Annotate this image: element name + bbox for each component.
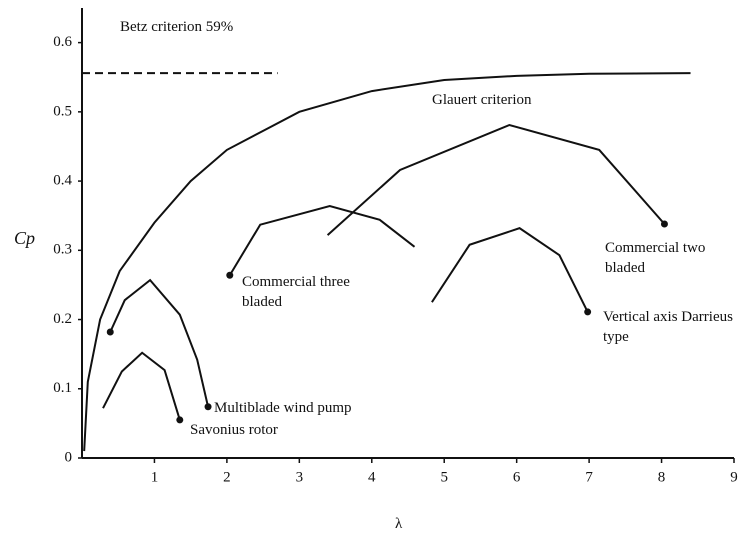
end-dot — [106, 328, 114, 336]
series-label: Betz criterion 59% — [120, 19, 234, 35]
y-tick-label: 0.1 — [53, 380, 72, 396]
x-tick-label: 8 — [658, 469, 666, 485]
series-label: Vertical axis Darrieus type — [603, 309, 733, 345]
x-axis-label: λ — [395, 516, 403, 532]
curve — [228, 204, 416, 276]
x-tick-label: 4 — [368, 469, 376, 485]
curve — [109, 278, 210, 407]
series-label: Commercial three bladed — [242, 274, 350, 310]
curve — [431, 227, 589, 313]
series-label: Commercial two bladed — [605, 240, 706, 276]
x-tick-label: 2 — [223, 469, 231, 485]
series-label: Multiblade wind pump — [214, 400, 352, 416]
series-label: Savonius rotor — [190, 422, 278, 438]
y-axis-label: Cp — [14, 228, 36, 248]
curve — [102, 351, 181, 421]
y-tick-label: 0.3 — [53, 242, 72, 258]
end-dot — [176, 416, 184, 424]
end-dot — [204, 403, 212, 411]
x-tick-label: 7 — [585, 469, 593, 485]
curve — [326, 123, 666, 236]
x-tick-label: 1 — [151, 469, 159, 485]
end-dot — [226, 271, 234, 279]
x-tick-label: 5 — [440, 469, 448, 485]
end-dot — [660, 220, 668, 228]
y-tick-label: 0.5 — [53, 103, 72, 119]
curve — [83, 72, 691, 452]
y-tick-label: 0.4 — [53, 173, 72, 189]
y-tick-label: 0.2 — [53, 311, 72, 327]
series-label: Glauert criterion — [432, 92, 532, 108]
x-tick-label: 6 — [513, 469, 521, 485]
x-tick-label: 9 — [730, 469, 738, 485]
x-tick-label: 3 — [296, 469, 304, 485]
y-tick-label: 0.6 — [53, 34, 72, 50]
y-tick-label: 0 — [65, 449, 73, 465]
end-dot — [584, 308, 592, 316]
